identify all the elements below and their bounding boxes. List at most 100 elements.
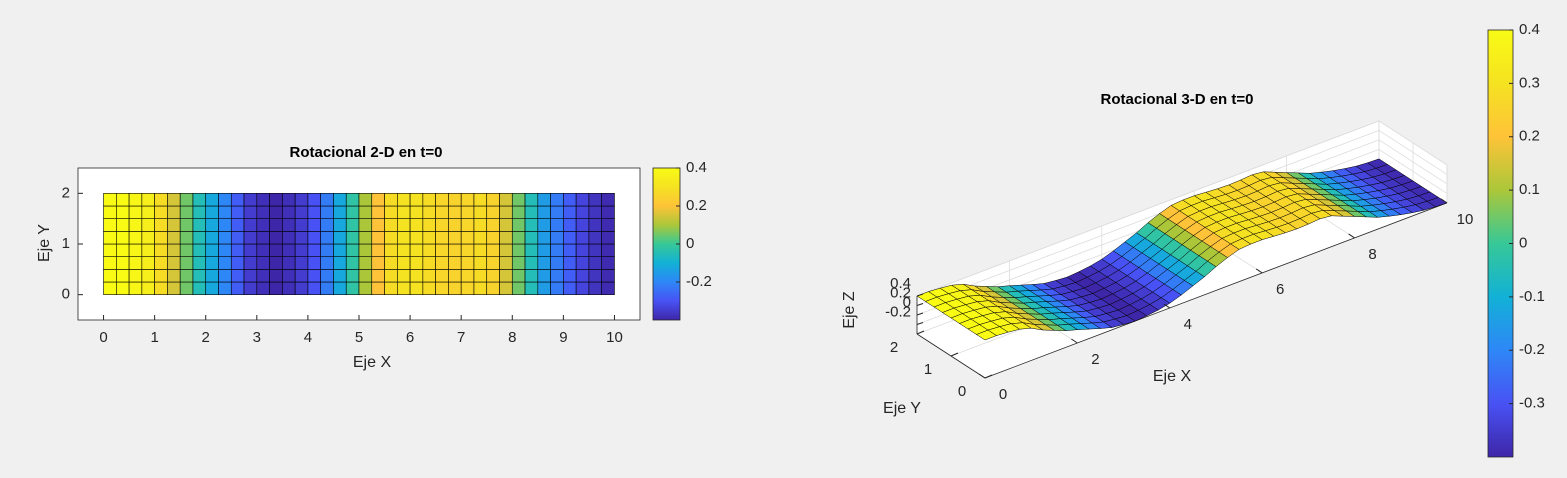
cell xyxy=(218,218,232,232)
cell xyxy=(128,193,143,207)
cell xyxy=(218,205,232,219)
cell xyxy=(269,269,283,283)
cell xyxy=(588,269,602,283)
cell xyxy=(511,256,526,270)
cell xyxy=(294,243,309,257)
cell xyxy=(141,243,155,257)
cell xyxy=(179,205,194,219)
chart-title: Rotacional 3-D en t=0 xyxy=(1101,91,1254,108)
cell xyxy=(141,218,155,232)
cell xyxy=(473,281,488,295)
cell xyxy=(116,281,130,295)
cell xyxy=(294,193,309,207)
cell xyxy=(243,281,258,295)
cell xyxy=(307,243,321,257)
cell xyxy=(294,205,309,219)
colorbar-tick-label: 0.2 xyxy=(686,197,707,214)
cell xyxy=(179,269,194,283)
cell xyxy=(550,205,564,219)
cell xyxy=(588,193,602,207)
cell xyxy=(243,256,258,270)
cell xyxy=(345,218,360,232)
cell xyxy=(486,218,500,232)
z-tick xyxy=(916,293,924,297)
cell xyxy=(179,256,194,270)
z-axis-label: Eje Z xyxy=(841,291,858,329)
cell xyxy=(588,218,602,232)
cell xyxy=(154,281,168,295)
cell xyxy=(205,231,219,245)
cell xyxy=(128,269,143,283)
cell xyxy=(601,231,615,245)
cell xyxy=(435,243,449,257)
cell xyxy=(218,193,232,207)
cell xyxy=(575,218,590,232)
cell xyxy=(103,281,117,295)
cell xyxy=(218,269,232,283)
cell xyxy=(269,231,283,245)
cell xyxy=(307,256,321,270)
cell xyxy=(256,243,270,257)
cell xyxy=(128,256,143,270)
cell xyxy=(294,256,309,270)
cell xyxy=(154,218,168,232)
y-tick-label: 1 xyxy=(924,361,932,378)
cell xyxy=(320,231,334,245)
x-tick-label: 10 xyxy=(1457,211,1474,228)
x-axis-label: Eje X xyxy=(353,354,392,371)
cell xyxy=(537,243,551,257)
cell xyxy=(320,281,334,295)
cell xyxy=(116,205,130,219)
cell xyxy=(422,193,436,207)
cell xyxy=(256,281,270,295)
y-tick xyxy=(916,330,925,335)
cell xyxy=(524,231,539,245)
cell xyxy=(345,281,360,295)
grid-line xyxy=(1378,139,1448,185)
cell xyxy=(282,231,296,245)
cell xyxy=(486,256,500,270)
cell xyxy=(409,243,424,257)
x-tick xyxy=(978,373,986,379)
cell xyxy=(103,256,117,270)
cell xyxy=(116,193,130,207)
cell xyxy=(230,205,245,219)
cell xyxy=(575,231,590,245)
cell xyxy=(282,193,296,207)
cell xyxy=(230,281,245,295)
cell xyxy=(103,269,117,283)
cell xyxy=(179,231,194,245)
surface-patch xyxy=(976,329,997,341)
cell xyxy=(486,231,500,245)
cell xyxy=(128,281,143,295)
y-tick xyxy=(950,352,959,357)
cell xyxy=(230,256,245,270)
cell xyxy=(409,193,424,207)
cell xyxy=(205,281,219,295)
cell xyxy=(524,256,539,270)
x-tick-label: 6 xyxy=(1276,281,1284,298)
cell xyxy=(141,269,155,283)
cell xyxy=(524,269,539,283)
cell xyxy=(205,256,219,270)
x-tick xyxy=(1163,303,1171,309)
cell xyxy=(397,218,411,232)
colorbar-tick-label: 0.1 xyxy=(1519,181,1540,198)
cell xyxy=(422,243,436,257)
cell xyxy=(575,205,590,219)
cell xyxy=(345,205,360,219)
cell xyxy=(563,218,577,232)
cell xyxy=(448,243,462,257)
cell xyxy=(243,205,258,219)
cell xyxy=(473,269,488,283)
cell xyxy=(205,218,219,232)
cell xyxy=(167,231,181,245)
cell xyxy=(205,205,219,219)
cell xyxy=(269,281,283,295)
cell xyxy=(256,231,270,245)
cell xyxy=(435,256,449,270)
cell xyxy=(116,218,130,232)
cell xyxy=(167,193,181,207)
cell xyxy=(537,269,551,283)
